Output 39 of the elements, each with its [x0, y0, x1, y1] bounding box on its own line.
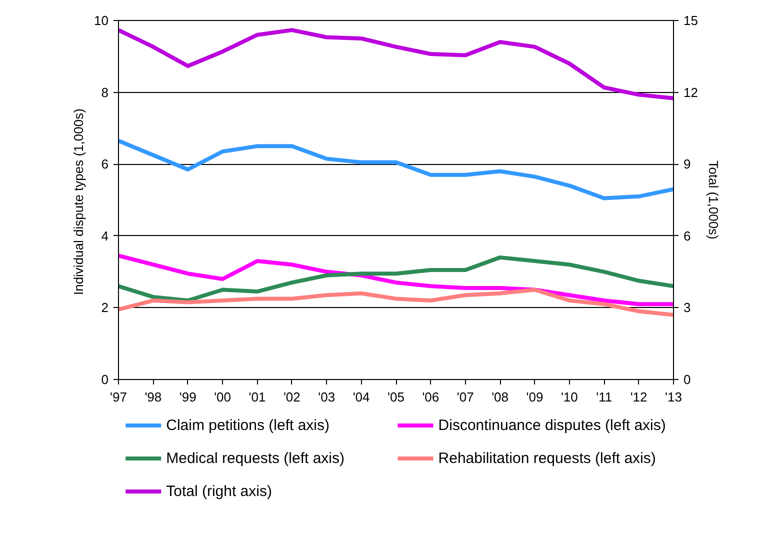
y2-tick-label: 15: [684, 13, 698, 28]
y2-axis-title: Total (1,000s): [706, 160, 721, 240]
y-tick-label: 6: [101, 156, 109, 172]
x-tick-label: '99: [179, 390, 196, 404]
y-tick-label: 8: [101, 84, 109, 100]
y2-tick-label: 0: [684, 372, 691, 387]
y2-tick-label: 9: [684, 156, 691, 172]
y-tick-label: 10: [94, 13, 109, 28]
x-tick-label: '11: [596, 390, 612, 404]
legend-label: Medical requests (left axis): [166, 450, 345, 467]
legend-label: Rehabilitation requests (left axis): [438, 450, 656, 467]
x-tick-label: '04: [352, 390, 370, 404]
y-tick-label: 4: [101, 228, 109, 244]
x-tick-label: '07: [456, 390, 474, 404]
x-tick-label: '00: [214, 390, 232, 404]
x-tick-label: '98: [144, 390, 162, 404]
x-tick-label: '05: [388, 390, 404, 404]
y2-tick-label: 12: [684, 84, 698, 100]
x-tick-label: '01: [248, 390, 266, 404]
line-series: [118, 288, 674, 317]
x-tick-label: '13: [665, 390, 682, 404]
x-tick-label: '97: [110, 390, 127, 404]
x-tick-label: '03: [318, 390, 336, 404]
legend-label: Discontinuance disputes (left axis): [438, 417, 666, 434]
x-tick-label: '10: [560, 390, 578, 404]
y2-tick-label: 3: [684, 300, 691, 316]
x-tick-label: '08: [492, 390, 509, 404]
line-series: [118, 138, 674, 200]
y-axis-title: Individual dispute types (1,000s): [71, 108, 86, 296]
y-tick-label: 0: [101, 372, 109, 387]
x-tick-label: '02: [283, 390, 300, 404]
x-tick-label: '09: [526, 390, 544, 404]
y-tick-label: 2: [101, 300, 109, 316]
line-series: [118, 28, 674, 100]
legend-label: Claim petitions (left axis): [166, 417, 330, 434]
legend-label: Total (right axis): [166, 483, 272, 500]
x-tick-label: '12: [630, 390, 648, 404]
y2-tick-label: 6: [684, 228, 691, 244]
x-tick-label: '06: [422, 390, 440, 404]
